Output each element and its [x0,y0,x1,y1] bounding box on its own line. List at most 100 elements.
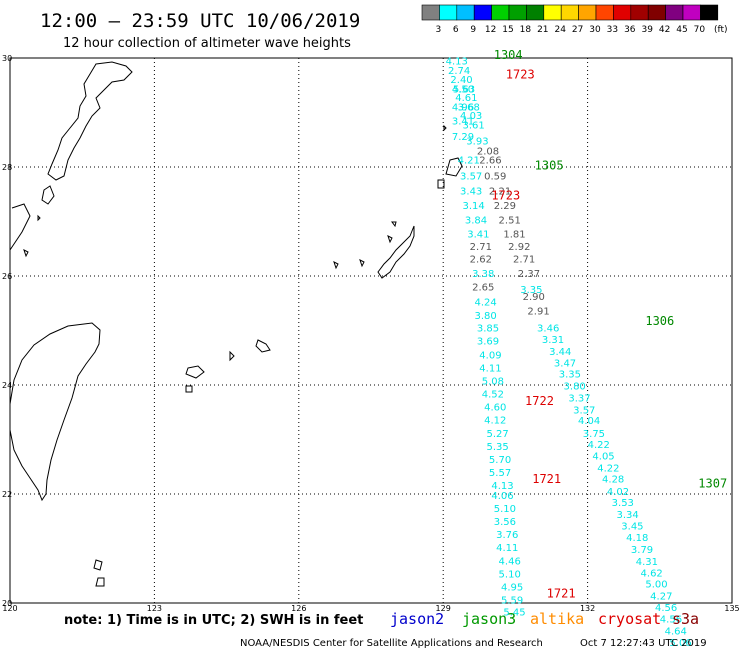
wave-height-label: 7.29 [452,132,474,143]
wave-height-label: 4.09 [479,350,501,361]
wave-height-label: 3.38 [472,269,494,280]
legend-label: 45 [676,25,687,35]
satellite-name: jason2 [390,610,444,628]
wave-height-label: 4.56 [660,615,682,626]
wave-height-label: 4.06 [491,491,513,502]
satellite-legend: jason2 jason3 altika cryosat s3a [390,610,699,628]
lat-label: 20 [2,599,12,608]
lon-label: 135 [724,604,739,613]
island-cluster-nw [9,203,31,251]
legend-swatch [491,4,510,21]
wave-height-label: 4.24 [474,297,496,308]
legend-label: 33 [607,25,618,35]
legend-label: 24 [554,25,566,35]
wave-height-label: 3.84 [465,216,487,227]
wave-height-label: 4.64 [665,627,687,638]
wave-height-label: 4.22 [597,464,619,475]
island-yonaguni [185,385,193,393]
wave-height-label: 3.76 [496,530,518,541]
legend-unit: (ft) [714,25,728,35]
wave-height-label: 4.96 [452,102,474,113]
wave-height-label: 3.69 [477,337,499,348]
island-small-2 [391,221,397,228]
wave-height-label: 4.05 [592,452,614,463]
wave-height-label: 4.13 [491,481,513,492]
wave-height-label: 4.21 [458,156,480,167]
wave-height-label: 3.44 [549,347,571,358]
wave-height-label: 3.37 [568,393,590,404]
legend-label: 42 [659,25,670,35]
legend-label: 3 [436,25,442,35]
altimeter-tracks: 4.132.742.405.634.613.684.033.613.934.50… [446,57,692,650]
legend-swatch [700,4,719,21]
wave-height-label: 4.62 [641,568,663,579]
pass-time-labels: 1304 1723 1305 1723 1306 1722 1721 1307 1721 [491,48,727,600]
legend-swatch [543,4,562,21]
amami-outline [445,157,463,177]
wave-height-label: 3.53 [612,498,634,509]
taiwan-outline [9,322,101,502]
wave-height-label: 5.59 [501,596,523,607]
wave-height-label: 2.92 [508,242,530,253]
wave-height-label: 2.62 [470,254,492,265]
graticule [10,58,732,603]
legend-swatch [439,4,458,21]
legend-label: 39 [641,25,653,35]
wave-height-label: 2.21 [489,186,511,197]
wave-height-label: 4.95 [501,582,523,593]
legend-label: 9 [470,25,476,35]
babuyan-islands [95,577,105,587]
wave-height-label: 4.50 [452,84,474,95]
wave-height-label: 3.31 [542,335,564,346]
wave-height-label: 4.11 [496,543,518,554]
wave-height-label: 2.51 [499,216,521,227]
wave-height-label: 4.60 [484,403,506,414]
island-small-3 [333,261,339,270]
wave-height-label: 3.57 [460,172,482,183]
wave-height-label: 2.40 [450,75,472,86]
island-cluster-north [41,185,55,205]
legend-label: 27 [572,25,583,35]
wave-height-label: 2.91 [527,307,549,318]
wave-height-label: 3.14 [462,201,484,212]
longitude-labels: 120 123 126 129 132 135 [2,604,739,613]
wave-height-label: 4.46 [499,556,521,567]
wave-height-label: 4.03 [460,111,482,122]
legend-swatch [560,4,579,21]
wave-height-label: 3.85 [477,324,499,335]
wave-height-label: 3.57 [573,405,595,416]
lat-label: 24 [2,381,12,390]
legend-swatch [526,4,545,21]
iriomote-outline [229,350,235,362]
wave-height-label: 4.04 [578,416,600,427]
latitude-labels: 30 28 26 24 22 20 [2,54,12,608]
legend-label: 70 [694,25,706,35]
satellite-name: altika [530,610,584,628]
pass-time-label: 1305 [535,159,564,173]
wave-height-label: 3.35 [520,285,542,296]
legend-swatch [473,4,492,21]
legend-swatch [647,4,666,21]
satellite-name: cryosat [598,610,661,628]
page-subtitle: 12 hour collection of altimeter wave hei… [63,36,351,51]
lon-label: 132 [580,604,595,613]
wave-height-label: 4.28 [602,475,624,486]
pass-time-label: 1723 [491,189,520,203]
wave-height-label: 3.35 [559,369,581,380]
wave-height-label: 3.46 [537,324,559,335]
legend-label: 15 [502,25,513,35]
pass-time-label: 1306 [645,314,674,328]
wave-height-label: 2.37 [518,269,540,280]
wave-height-label: 4.61 [455,93,477,104]
wave-height-label: 1.81 [503,229,525,240]
wave-height-label: 2.08 [477,146,499,157]
wave-height-label: 2.29 [494,201,516,212]
wave-height-label: 4.22 [588,440,610,451]
legend-swatch [682,4,701,21]
wave-height-label: 2.71 [470,242,492,253]
lon-label: 123 [147,604,162,613]
wave-height-label: 3.41 [467,229,489,240]
wave-height-label: 3.47 [554,358,576,369]
lon-label: 120 [2,604,17,613]
